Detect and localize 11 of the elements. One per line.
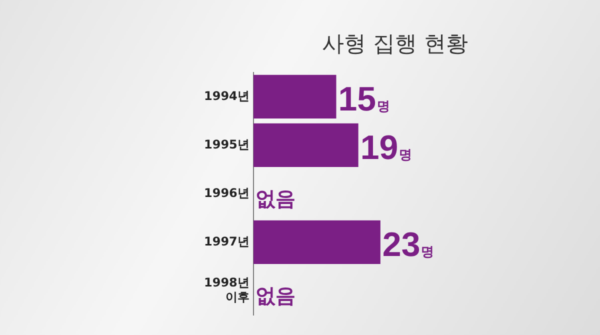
y-tick-label: 1994년 [204,88,250,103]
data-label: 19명 [360,129,412,168]
data-label: 없음 [255,284,296,308]
y-tick-label: 1998년 이후 [204,276,250,304]
data-label: 23명 [382,226,434,264]
y-tick-label: 1997년 [204,234,250,248]
data-label: 없음 [255,186,296,211]
y-tick-label: 1996년 [204,186,250,200]
data-label: 15명 [338,80,390,119]
y-tick-label: 1995년 [204,137,250,152]
chart-title: 사형 집행 현황 [322,32,468,57]
